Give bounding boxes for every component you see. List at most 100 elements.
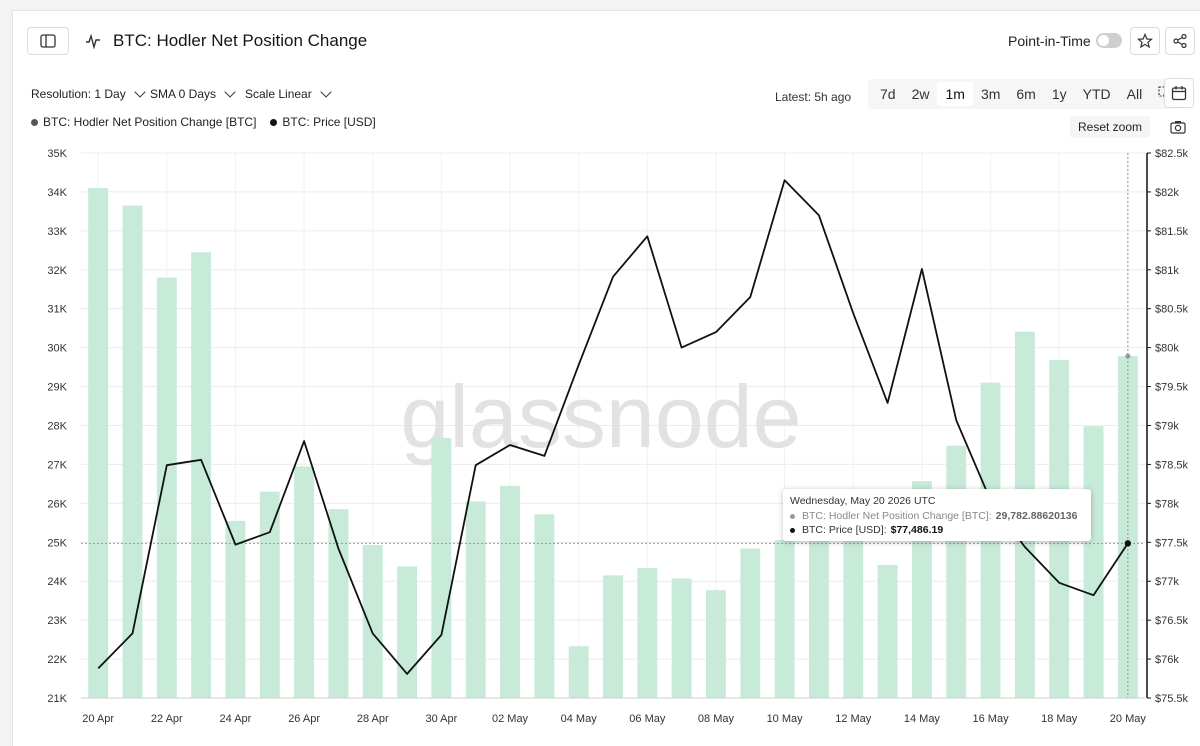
bar-03-may[interactable] [534, 514, 555, 698]
camera-icon [1170, 121, 1186, 134]
y-right-tick-label: $80k [1155, 343, 1179, 355]
calendar-icon [1171, 86, 1187, 101]
bar-26-apr[interactable] [294, 466, 315, 698]
bar-28-apr[interactable] [362, 545, 383, 698]
bar-04-may[interactable] [568, 646, 589, 698]
star-icon [1137, 33, 1153, 49]
scale-label: Scale Linear [245, 87, 312, 101]
bar-13-may[interactable] [877, 564, 898, 698]
y-left-tick-label: 23K [47, 615, 67, 627]
y-left-tick-label: 34K [47, 187, 67, 199]
y-left-tick-label: 35K [47, 148, 67, 160]
sidebar-toggle-button[interactable] [27, 27, 69, 55]
tooltip-dot [790, 513, 795, 519]
chart-legend: BTC: Hodler Net Position Change [BTC] BT… [31, 115, 376, 129]
point-in-time-label: Point-in-Time [1008, 33, 1091, 49]
tooltip-date: Wednesday, May 20 2026 UTC [790, 495, 936, 507]
range-7d[interactable]: 7d [880, 86, 896, 102]
bar-15-may[interactable] [946, 445, 967, 698]
screenshot-button[interactable] [1166, 115, 1190, 139]
bar-27-apr[interactable] [328, 509, 349, 698]
x-tick-label: 18 May [1041, 713, 1078, 725]
bar-06-may[interactable] [637, 567, 658, 698]
share-icon [1173, 33, 1187, 49]
tooltip-series2-row: BTC: Price [USD]: $77,486.19 [790, 524, 943, 536]
bar-point-20-may[interactable] [1125, 353, 1131, 359]
tooltip-series2-label: BTC: Price [USD]: [802, 524, 887, 536]
bar-29-apr[interactable] [397, 566, 418, 698]
bar-01-may[interactable] [465, 501, 486, 698]
sma-label: SMA 0 Days [150, 87, 217, 101]
chart-pulse-icon [86, 33, 100, 49]
y-right-tick-label: $81.5k [1155, 226, 1189, 238]
y-left-tick-label: 30K [47, 343, 67, 355]
legend-item-hodler[interactable]: BTC: Hodler Net Position Change [BTC] [31, 115, 256, 129]
x-tick-label: 04 May [561, 713, 598, 725]
bar-10-may[interactable] [774, 539, 795, 698]
y-left-tick-label: 28K [47, 421, 67, 433]
share-button[interactable] [1165, 27, 1195, 55]
y-left-tick-label: 29K [47, 382, 67, 394]
bar-24-apr[interactable] [225, 520, 246, 698]
tooltip-dot [790, 527, 795, 533]
range-6m[interactable]: 6m [1016, 86, 1036, 102]
price-point-20-may[interactable] [1124, 540, 1132, 547]
x-tick-label: 14 May [904, 713, 941, 725]
y-right-tick-label: $78.5k [1155, 459, 1189, 471]
data-tooltip: Wednesday, May 20 2026 UTC BTC: Hodler N… [783, 489, 1091, 541]
range-3m[interactable]: 3m [980, 86, 1001, 102]
resolution-dropdown[interactable]: Resolution: 1 Day [31, 86, 146, 101]
y-right-tick-label: $76.5k [1155, 615, 1189, 627]
x-tick-label: 20 Apr [82, 713, 114, 725]
chart-canvas[interactable]: glassnode 20 Apr 22 Apr 24 Apr 26 Apr 28 Apr… [13, 11, 1200, 746]
bar-08-may[interactable] [706, 590, 726, 698]
bar-02-may[interactable] [500, 485, 520, 698]
legend-dot [31, 118, 38, 126]
bar-21-apr[interactable] [122, 205, 143, 698]
bar-07-may[interactable] [671, 578, 692, 698]
y-left-tick-label: 33K [47, 226, 67, 238]
legend-label: BTC: Price [USD] [282, 115, 376, 129]
y-left-tick-label: 22K [47, 654, 67, 666]
x-tick-label: 24 Apr [220, 713, 252, 725]
bar-20-apr[interactable] [88, 188, 109, 699]
bar-23-apr[interactable] [191, 252, 212, 698]
bar-12-may[interactable] [843, 526, 864, 698]
y-right-tick-label: $79.5k [1155, 382, 1189, 394]
y-left-tick-label: 27K [47, 459, 67, 471]
y-right-tick-label: $82.5k [1155, 148, 1189, 160]
latest-update-label: Latest: 5h ago [775, 90, 852, 104]
chart-header: BTC: Hodler Net Position Change Point-in… [13, 11, 1200, 71]
x-tick-label: 30 Apr [425, 713, 457, 725]
range-ytd[interactable]: YTD [1082, 86, 1111, 102]
reset-zoom-button[interactable]: Reset zoom [1070, 116, 1150, 138]
legend-item-price[interactable]: BTC: Price [USD] [270, 115, 376, 129]
price-line[interactable] [97, 179, 1129, 675]
bar-22-apr[interactable] [156, 277, 177, 698]
range-1m[interactable]: 1m [937, 82, 973, 106]
x-tick-label: 26 Apr [288, 713, 320, 725]
legend-dot [270, 118, 278, 126]
chart-controls: Resolution: 1 Day SMA 0 Days Scale Linea… [13, 77, 1200, 111]
scale-dropdown[interactable]: Scale Linear [245, 86, 332, 101]
bar-11-may[interactable] [808, 534, 829, 699]
range-1y[interactable]: 1y [1051, 86, 1067, 102]
bar-20-may[interactable] [1117, 356, 1138, 698]
y-left-tick-label: 26K [47, 498, 67, 510]
favorite-button[interactable] [1130, 27, 1160, 55]
y-left-tick-label: 24K [47, 576, 67, 588]
bar-05-may[interactable] [603, 575, 623, 698]
y-right-tick-label: $80.5k [1155, 304, 1189, 316]
bar-30-apr[interactable] [431, 437, 452, 698]
point-in-time-toggle[interactable] [1096, 33, 1122, 48]
page-title: BTC: Hodler Net Position Change [113, 31, 368, 50]
bar-25-apr[interactable] [259, 491, 280, 698]
y-right-tick-label: $79k [1155, 421, 1179, 433]
x-tick-label: 16 May [973, 713, 1010, 725]
date-picker-button[interactable] [1164, 78, 1194, 108]
range-all[interactable]: All [1126, 86, 1143, 102]
bar-09-may[interactable] [740, 548, 761, 698]
sma-dropdown[interactable]: SMA 0 Days [150, 86, 236, 101]
bar-19-may[interactable] [1083, 426, 1104, 698]
range-2w[interactable]: 2w [911, 86, 930, 102]
